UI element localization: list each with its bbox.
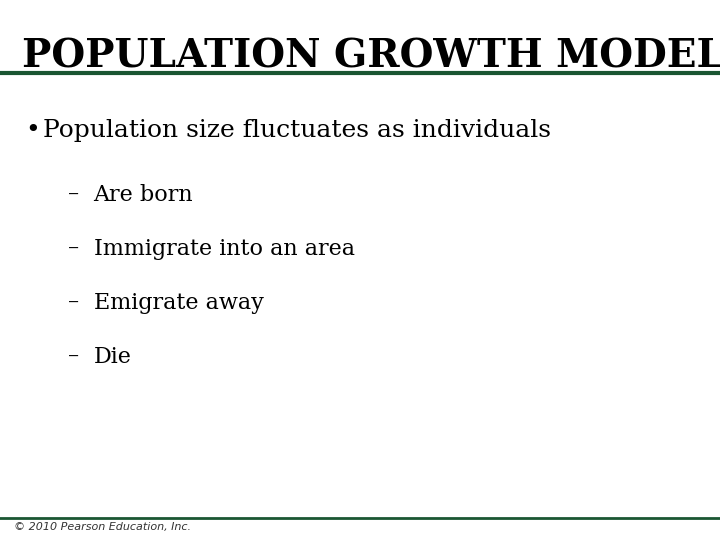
Text: –: –	[68, 346, 79, 368]
Text: Immigrate into an area: Immigrate into an area	[94, 238, 355, 260]
Text: Population size fluctuates as individuals: Population size fluctuates as individual…	[43, 119, 552, 142]
Text: –: –	[68, 292, 79, 314]
Text: POPULATION GROWTH MODELS: POPULATION GROWTH MODELS	[22, 38, 720, 76]
Text: –: –	[68, 184, 79, 206]
Text: Emigrate away: Emigrate away	[94, 292, 264, 314]
Text: •: •	[25, 119, 40, 142]
Text: © 2010 Pearson Education, Inc.: © 2010 Pearson Education, Inc.	[14, 522, 192, 532]
Text: Die: Die	[94, 346, 132, 368]
Text: Are born: Are born	[94, 184, 193, 206]
Text: –: –	[68, 238, 79, 260]
